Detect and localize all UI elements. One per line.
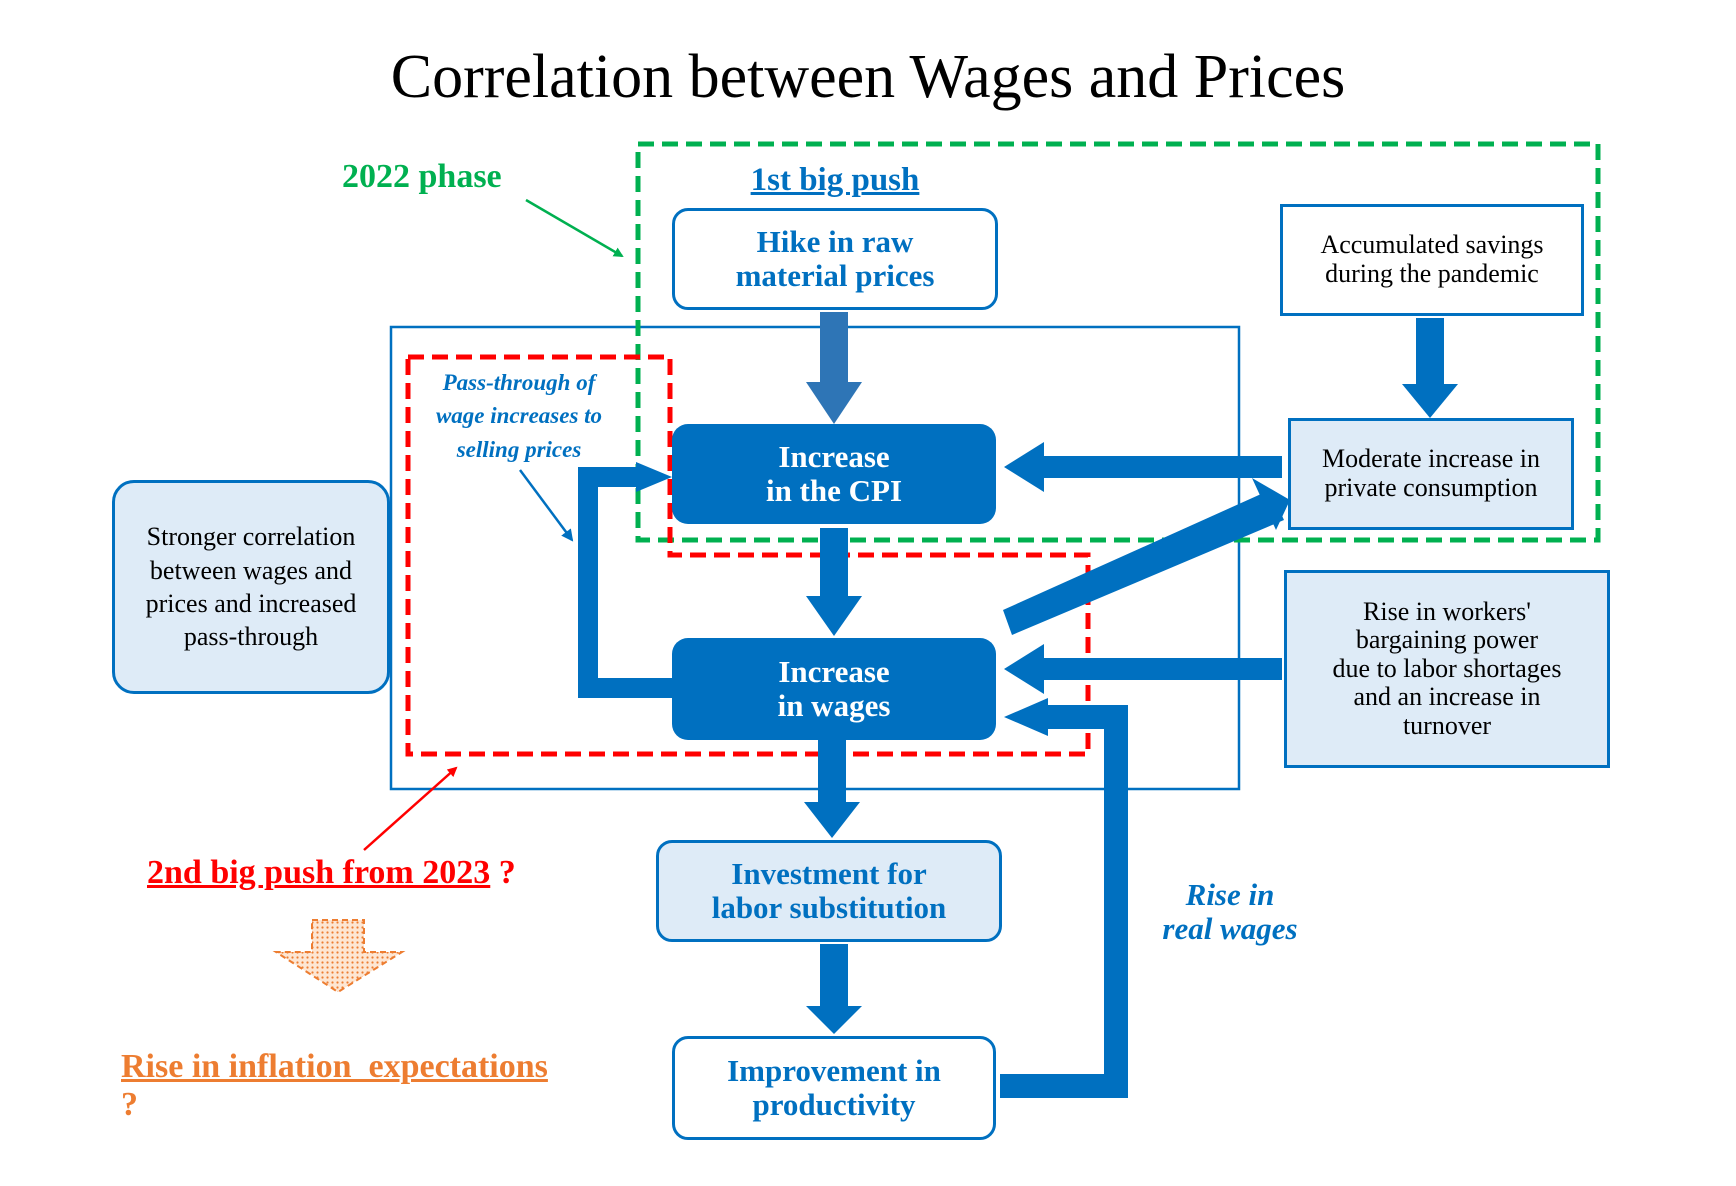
push-2023-pointer [363,766,458,851]
consumption-line-2: private consumption [1324,473,1538,502]
inflation-question: ? [121,1086,138,1123]
arrow-consumption-to-cpi [1004,442,1282,492]
cpi-line-1: Increase [778,438,890,474]
raw-material-line-1: Hike in raw [756,223,914,259]
arrow-wages-to-investment [804,740,860,838]
real-wages-label: Rise in real wages [1140,877,1320,947]
inflation-label: Rise in inflation expectations ? [104,1010,548,1124]
arrow-wages-to-consumption [1003,478,1290,635]
arrow-bargaining-to-wages [1004,644,1282,694]
investment-line-2: labor substitution [711,890,947,925]
pass-through-line-1: Pass-through of [442,370,596,395]
page-title: Correlation between Wages and Prices [390,43,1346,111]
wages-line-2: in wages [777,688,891,723]
correlation-line-4: pass-through [183,622,319,652]
productivity-line-2: productivity [752,1087,916,1122]
bargaining-line-5: turnover [1402,710,1492,740]
arrow-investment-to-productivity [806,944,862,1034]
push-2023-frame [405,354,1091,757]
phase-2022-frame [635,141,1601,543]
wages-box: Increase in wages [672,638,996,740]
bargaining-line-2: bargaining power [1355,625,1539,655]
outer-frame [389,325,1241,791]
phase-2022-pointer [525,198,624,258]
savings-box: Accumulated savings during the pandemic [1280,204,1584,316]
investment-line-1: Investment for [731,855,927,891]
bargaining-line-1: Rise in workers' [1363,596,1531,626]
inflation-down-arrow [272,919,406,994]
second-push-label: 2nd big push from 2023 ? [147,854,516,892]
phase-2022-label: 2022 phase [342,158,502,195]
pass-through-label: Pass-through of wage increases to sellin… [414,366,624,466]
arrow-pass-through-loop [578,462,672,698]
arrow-real-wages-loop [1000,698,1128,1098]
pass-through-line-3: selling prices [456,436,582,462]
first-push-label: 1st big push [750,162,920,198]
raw-material-box: Hike in raw material prices [672,208,998,310]
savings-line-2: during the pandemic [1325,259,1539,288]
consumption-line-1: Moderate increase in [1321,444,1540,474]
correlation-line-1: Stronger correlation [146,522,356,552]
productivity-box: Improvement in productivity [672,1036,996,1140]
pass-through-pointer [518,469,574,542]
bargaining-line-3: due to labor shortages [1332,653,1562,683]
investment-box: Investment for labor substitution [656,840,1002,942]
correlation-box: Stronger correlation between wages and p… [112,480,390,694]
arrow-savings-to-consumption [1402,318,1458,418]
correlation-line-3: prices and increased [145,589,357,618]
cpi-box: Increase in the CPI [672,424,996,524]
real-wages-line-2: real wages [1162,911,1298,947]
cpi-line-2: in the CPI [765,473,903,508]
consumption-box: Moderate increase in private consumption [1288,418,1574,530]
bargaining-line-4: and an increase in [1353,682,1541,712]
wages-line-1: Increase [778,653,890,689]
second-push-question: ? [498,854,516,891]
productivity-line-1: Improvement in [727,1052,941,1088]
pass-through-line-2: wage increases to [435,403,603,429]
correlation-line-2: between wages and [149,555,353,585]
arrow-cpi-to-wages [806,528,862,636]
savings-line-1: Accumulated savings [1320,230,1544,260]
raw-material-line-2: material prices [735,258,935,293]
bargaining-box: Rise in workers' bargaining power due to… [1284,570,1610,768]
arrow-raw-to-cpi [806,312,862,424]
second-push-text: 2nd big push from 2023 [147,854,491,891]
real-wages-line-1: Rise in [1185,877,1275,912]
inflation-text: Rise in inflation expectations [121,1048,548,1085]
